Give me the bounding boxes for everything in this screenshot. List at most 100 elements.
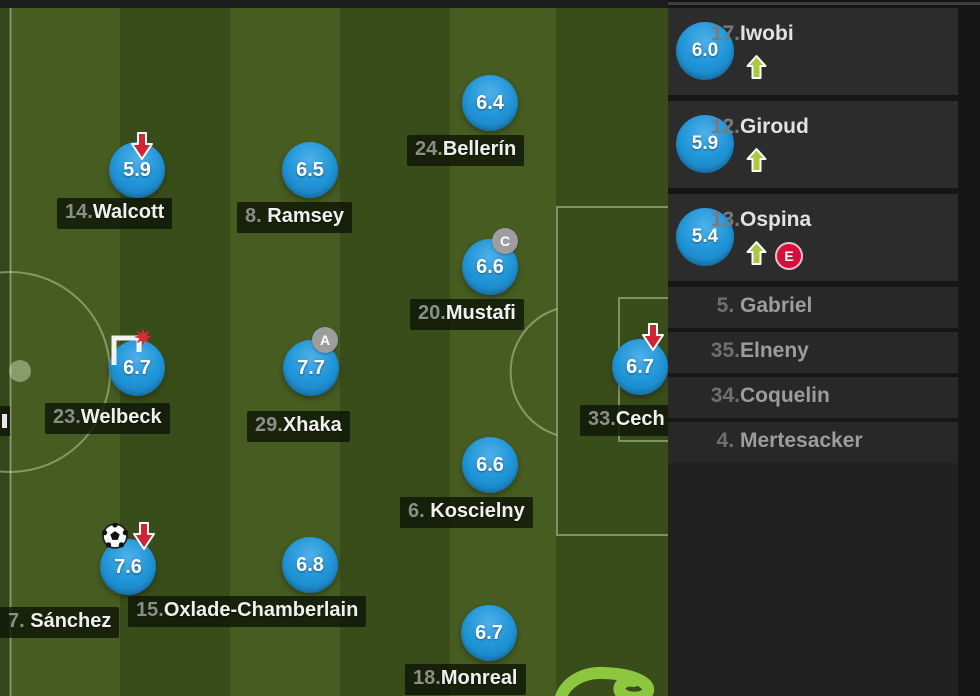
player-name: Walcott (92, 201, 165, 223)
player-number: 18. (413, 667, 441, 689)
player-name: Oxlade-Chamberlain (163, 599, 359, 621)
sub-name: Coquelin (740, 384, 830, 407)
sub-number: 12. (710, 115, 740, 138)
player-rating: 7.7 (297, 356, 325, 379)
player-label-mustafi[interactable]: 20.Mustafi (410, 299, 524, 330)
player-label-welbeck[interactable]: 23.Welbeck (45, 403, 170, 434)
sub-row-elneny[interactable]: 35.Elneny (668, 332, 958, 373)
rating-drop-icon (133, 521, 155, 551)
sub-row-iwobi[interactable]: 6.0 17.Iwobi (668, 8, 958, 95)
whoscored-logo (555, 666, 654, 696)
player-name: Mustafi (445, 302, 516, 324)
player-rating: 6.7 (475, 621, 503, 644)
rating-drop-icon (131, 131, 153, 161)
player-rating: 6.7 (123, 356, 151, 379)
player-name: Monreal (440, 667, 518, 689)
rating-rise-icon (746, 240, 767, 271)
player-name: Xhaka (282, 414, 342, 436)
sub-name: Mertesacker (740, 429, 863, 452)
player-name: Cech (615, 408, 665, 430)
goal-ball-icon (102, 522, 128, 549)
sub-rating-bubble[interactable]: 6.0 (676, 22, 734, 80)
player-number: 6. (408, 500, 431, 522)
sub-rating-bubble[interactable]: 5.9 (676, 115, 734, 173)
player-number: 24. (415, 138, 443, 160)
sub-rating: 6.0 (691, 40, 719, 61)
sub-rating: 5.9 (691, 133, 719, 154)
player-label-monreal[interactable]: 18.Monreal (405, 664, 526, 695)
sub-row-ospina[interactable]: 5.4 13.Ospina E (668, 194, 958, 281)
player-bubble-sanchez[interactable]: 7.6 (100, 522, 156, 595)
sub-number: 17. (710, 22, 740, 45)
player-rating: 6.7 (626, 355, 654, 378)
cutoff-label-fragment (0, 406, 10, 436)
player-label-cech[interactable]: 33.Cech (580, 405, 668, 436)
top-divider-bar (0, 0, 668, 8)
woodwork-miss-icon (109, 328, 153, 366)
player-number: 15. (136, 599, 164, 621)
player-label-walcott[interactable]: 14.Walcott (57, 198, 173, 229)
player-bubble-walcott[interactable]: 5.9 (109, 132, 165, 198)
player-bubble-cech[interactable]: 6.7 (612, 323, 668, 395)
rating-rise-icon (746, 54, 767, 85)
panel-empty-area (668, 463, 958, 696)
player-rating: 7.6 (114, 555, 142, 578)
player-rating: 6.5 (296, 158, 324, 181)
sub-row-coquelin[interactable]: 34.Coquelin (668, 377, 958, 418)
sub-name: Ospina (740, 208, 812, 231)
player-name: Sánchez (30, 610, 112, 632)
assist-badge-icon: A (312, 327, 338, 353)
player-number: 14. (65, 201, 93, 223)
sub-row-giroud[interactable]: 5.9 12.Giroud (668, 101, 958, 188)
sub-name: Gabriel (740, 294, 813, 317)
panel-top-divider (668, 2, 980, 5)
sub-number: 35. (710, 339, 740, 362)
player-label-sanchez[interactable]: 7. Sánchez (0, 607, 120, 638)
player-label-ramsey[interactable]: 8. Ramsey (237, 202, 352, 233)
player-bubble-welbeck[interactable]: 6.7 (109, 328, 165, 396)
sub-name: Iwobi (740, 22, 794, 45)
pitch: 5.9 14.Walcott 6.5 8. Ramsey 6.4 24.Bell… (0, 0, 668, 696)
substitutes-panel: 6.0 17.Iwobi 5.9 12.Giroud (668, 0, 980, 696)
player-bubble-oxlade-chamberlain[interactable]: 6.8 (282, 537, 338, 593)
sub-number: 34. (710, 384, 740, 407)
player-name: Welbeck (80, 406, 162, 428)
player-label-xhaka[interactable]: 29.Xhaka (247, 411, 350, 442)
sub-rating-bubble[interactable]: 5.4 (676, 208, 734, 266)
player-label-koscielny[interactable]: 6. Koscielny (400, 497, 533, 528)
sub-number: 13. (710, 208, 740, 231)
sub-name: Elneny (740, 339, 809, 362)
sub-row-mertesacker[interactable]: 4. Mertesacker (668, 422, 958, 463)
player-bubble-bellerin[interactable]: 6.4 (462, 75, 518, 131)
player-number: 29. (255, 414, 283, 436)
player-name: Bellerín (442, 138, 517, 160)
captain-badge-icon: C (492, 228, 518, 254)
player-bubble-ramsey[interactable]: 6.5 (282, 142, 338, 198)
player-name: Ramsey (267, 205, 344, 227)
player-name: Koscielny (430, 500, 525, 522)
player-label-oxlade-chamberlain[interactable]: 15.Oxlade-Chamberlain (128, 596, 367, 627)
error-badge-icon: E (775, 241, 803, 270)
rating-drop-icon (642, 322, 664, 352)
player-number: 7. (8, 610, 31, 632)
sub-row-gabriel[interactable]: 5. Gabriel (668, 287, 958, 328)
player-rating: 6.8 (296, 553, 324, 576)
player-number: 23. (53, 406, 81, 428)
player-label-bellerin[interactable]: 24.Bellerín (407, 135, 525, 166)
player-number: 33. (588, 408, 616, 430)
sub-rating: 5.4 (691, 226, 719, 247)
player-bubble-monreal[interactable]: 6.7 (461, 605, 517, 661)
player-number: 20. (418, 302, 446, 324)
sub-number: 4. (716, 429, 740, 452)
player-bubble-xhaka[interactable]: 7.7 A (283, 327, 339, 396)
rating-rise-icon (746, 147, 767, 178)
player-rating: 6.6 (476, 453, 504, 476)
player-rating: 6.6 (476, 255, 504, 278)
sub-name: Giroud (740, 115, 809, 138)
player-bubble-mustafi[interactable]: 6.6 C (462, 228, 518, 295)
player-rating: 6.4 (476, 91, 504, 114)
player-number: 8. (245, 205, 268, 227)
player-bubble-koscielny[interactable]: 6.6 (462, 437, 518, 493)
player-rating: 5.9 (123, 158, 151, 181)
